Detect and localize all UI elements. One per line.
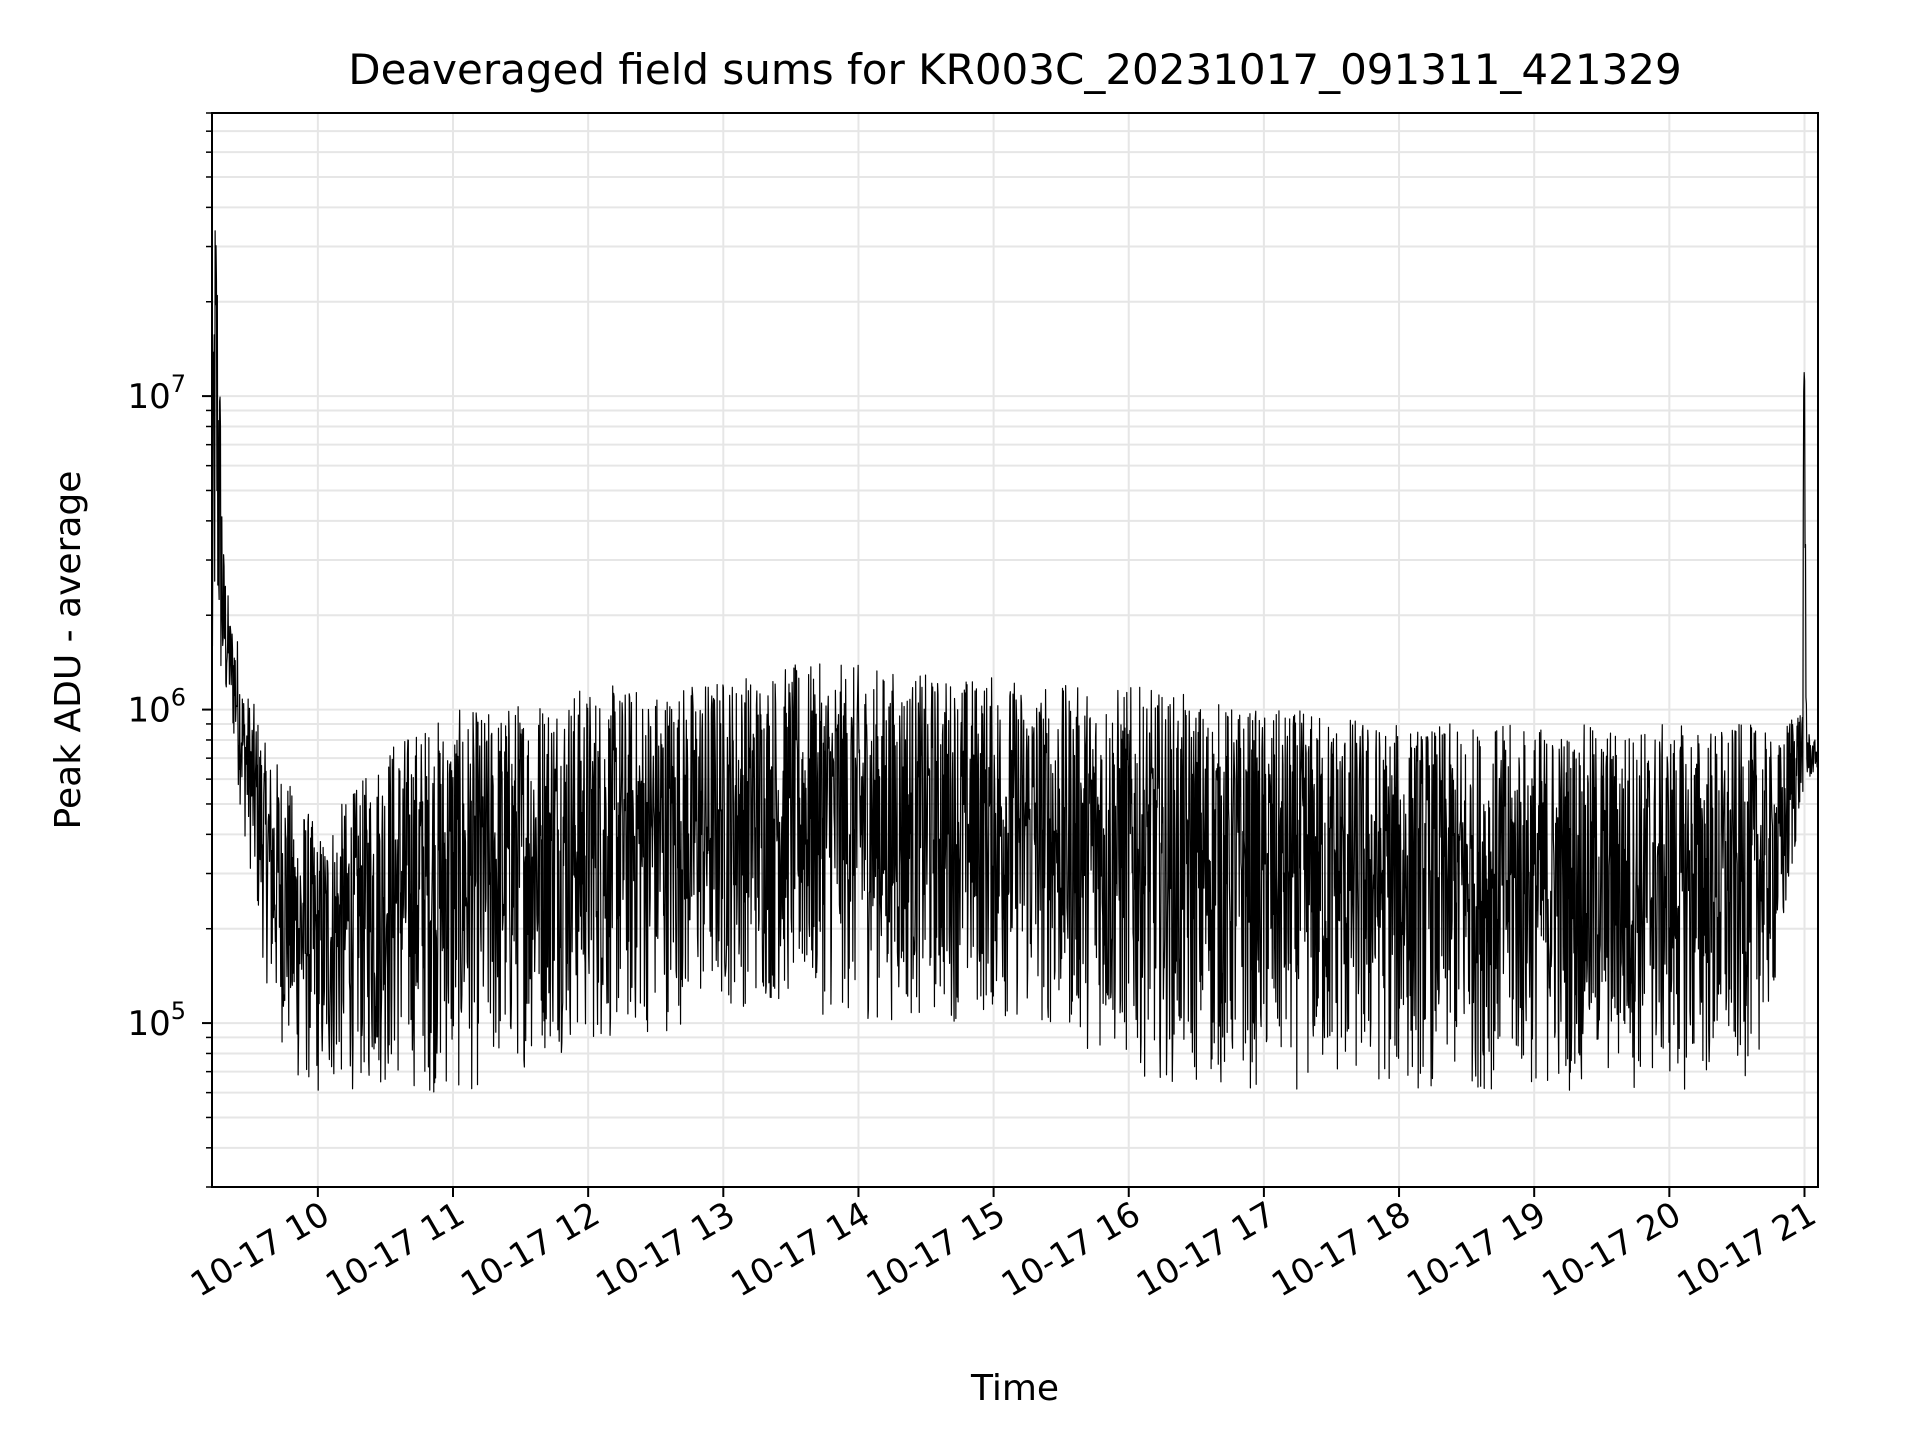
series-line	[212, 230, 1818, 1093]
x-tick-label: 10-17 10	[184, 1194, 336, 1305]
series-path	[212, 230, 1818, 1093]
plot-frame	[211, 112, 1819, 1188]
x-tick-label: 10-17 14	[725, 1194, 877, 1305]
x-tick-label: 10-17 17	[1130, 1194, 1282, 1305]
x-tick-label: 10-17 13	[589, 1194, 741, 1305]
x-tick-label: 10-17 12	[454, 1194, 606, 1305]
x-tick-label: 10-17 15	[860, 1194, 1012, 1305]
chart-title: Deaveraged field sums for KR003C_2023101…	[348, 45, 1682, 94]
x-tick-label: 10-17 19	[1400, 1194, 1552, 1305]
y-axis-label: Peak ADU - average	[48, 471, 89, 830]
y-tick-label: 106	[127, 684, 186, 731]
x-tick-label: 10-17 11	[319, 1194, 471, 1305]
y-axis: 105 106 107	[127, 112, 212, 1188]
x-tick-label: 10-17 20	[1535, 1194, 1687, 1305]
y-tick-label: 105	[127, 997, 186, 1044]
x-tick-label: 10-17 18	[1265, 1194, 1417, 1305]
x-tick-label: 10-17 16	[995, 1194, 1147, 1305]
y-tick-label: 107	[127, 370, 186, 417]
x-tick-label: 10-17 21	[1671, 1194, 1823, 1305]
x-axis-label: Time	[970, 1368, 1059, 1409]
